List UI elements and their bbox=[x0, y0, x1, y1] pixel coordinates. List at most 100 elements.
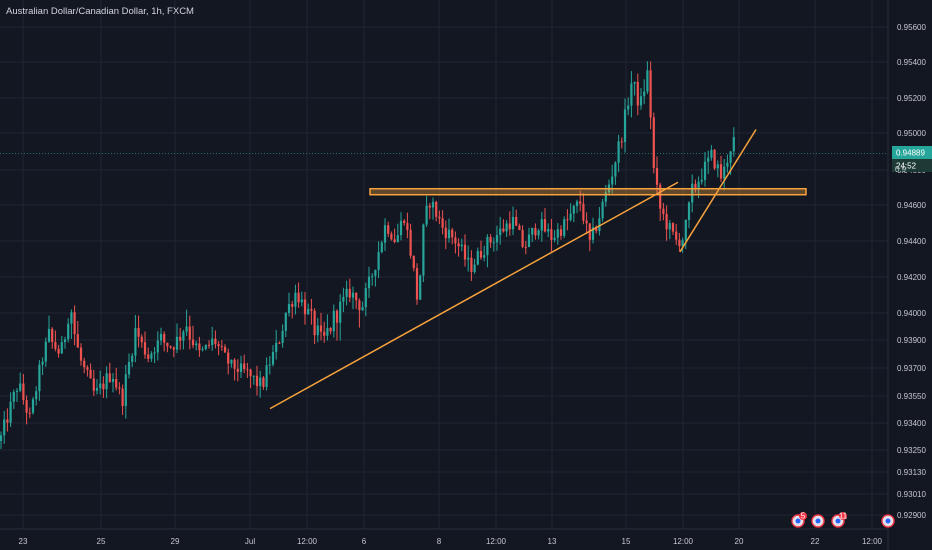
event-badge-3[interactable]: 11 bbox=[831, 512, 848, 528]
candle-body bbox=[79, 347, 83, 361]
candle-body bbox=[412, 255, 415, 269]
event-badges[interactable]: 5 11 bbox=[791, 512, 895, 528]
price-tick-label: 0.95600 bbox=[897, 23, 926, 32]
candle-body bbox=[159, 333, 163, 341]
candle-body bbox=[252, 375, 255, 377]
candle-body bbox=[633, 81, 636, 84]
event-badge-1[interactable]: 5 bbox=[791, 512, 807, 528]
candle-body bbox=[179, 336, 182, 341]
candle-body bbox=[214, 338, 217, 345]
countdown-label: 24:52 bbox=[896, 162, 917, 171]
candle-body bbox=[54, 341, 57, 349]
candle-body bbox=[19, 383, 22, 391]
candle-body bbox=[332, 310, 335, 332]
candle-body bbox=[166, 342, 169, 347]
candle-body bbox=[662, 208, 665, 215]
candle-body bbox=[575, 201, 579, 206]
candle-body bbox=[508, 223, 511, 230]
candle-body bbox=[246, 369, 249, 371]
candle-body bbox=[473, 264, 476, 273]
candle-body bbox=[31, 399, 35, 413]
candle-body bbox=[515, 216, 518, 226]
candle-body bbox=[550, 228, 553, 240]
time-tick-label: 6 bbox=[362, 537, 367, 546]
candle-body bbox=[665, 214, 668, 230]
time-tick-label: 29 bbox=[171, 537, 180, 546]
candle-body bbox=[537, 230, 540, 236]
candle-body bbox=[668, 223, 671, 230]
candle-body bbox=[524, 246, 527, 248]
candle-body bbox=[649, 70, 652, 118]
candle-body bbox=[131, 355, 134, 362]
candle-body bbox=[703, 161, 707, 180]
price-tick-label: 0.94400 bbox=[897, 237, 926, 246]
event-badge-4[interactable] bbox=[881, 514, 895, 528]
candle-body bbox=[303, 299, 307, 315]
candle-body bbox=[281, 330, 284, 343]
candle-body bbox=[92, 378, 95, 391]
candle-body bbox=[534, 227, 537, 236]
time-tick-label: 15 bbox=[622, 537, 631, 546]
candle-body bbox=[729, 151, 732, 163]
candle-body bbox=[111, 379, 115, 382]
candle-body bbox=[403, 220, 406, 224]
candle-body bbox=[371, 275, 374, 277]
candle-body bbox=[518, 225, 521, 231]
candle-body bbox=[732, 137, 735, 152]
candle-body bbox=[348, 288, 351, 298]
trendline-rising-support[interactable] bbox=[269, 181, 679, 410]
candle-body bbox=[44, 341, 47, 362]
candle-body bbox=[35, 391, 38, 400]
candle-body bbox=[636, 81, 639, 106]
time-tick-label: 25 bbox=[97, 537, 106, 546]
time-tick-label: 12:00 bbox=[486, 537, 507, 546]
candle-body bbox=[479, 251, 483, 258]
candle-body bbox=[659, 184, 662, 209]
candle-body bbox=[153, 352, 156, 354]
event-badge-2[interactable] bbox=[811, 514, 825, 528]
event-flag-center bbox=[885, 518, 891, 524]
candle-body bbox=[409, 229, 412, 256]
candle-body bbox=[137, 327, 140, 337]
candle-body bbox=[268, 364, 271, 366]
candle-body bbox=[697, 181, 700, 188]
candle-body bbox=[399, 220, 403, 236]
candle-body bbox=[582, 203, 585, 221]
candle-body bbox=[99, 383, 102, 389]
candle-body bbox=[387, 225, 390, 234]
trendline-short-support[interactable] bbox=[679, 129, 757, 253]
candle-body bbox=[230, 359, 233, 364]
candle-body bbox=[249, 369, 252, 377]
candle-body bbox=[611, 176, 614, 185]
time-axis[interactable]: 23 25 29 Jul 12:00 6 8 12:00 13 15 12:00 20 22 12:00 bbox=[19, 537, 883, 546]
candle-body bbox=[300, 299, 303, 303]
candle-body bbox=[457, 243, 460, 247]
candle-body bbox=[57, 348, 60, 354]
current-price-marker: 0.94889 24:52 0.9 bbox=[892, 146, 932, 174]
candle-body bbox=[566, 219, 569, 221]
candle-body bbox=[643, 91, 646, 97]
candle-body bbox=[108, 373, 111, 382]
candle-body bbox=[495, 235, 499, 243]
zone-resistance-zone[interactable] bbox=[369, 187, 807, 196]
candle-body bbox=[652, 117, 655, 169]
current-price-label-bg bbox=[892, 146, 932, 159]
candle-body bbox=[307, 308, 310, 315]
candle-body bbox=[441, 218, 444, 228]
candle-body bbox=[601, 201, 604, 219]
candle-body bbox=[60, 342, 63, 354]
candle-body bbox=[12, 391, 15, 402]
candle-body bbox=[687, 202, 691, 220]
candle-body bbox=[121, 388, 124, 407]
price-tick-label: 0.93550 bbox=[897, 392, 926, 401]
candle-body bbox=[598, 218, 601, 232]
price-axis[interactable]: 0.956000.954000.952000.950000.948000.946… bbox=[897, 23, 926, 520]
candle-body bbox=[451, 229, 454, 238]
candle-body bbox=[3, 419, 6, 436]
candle-body bbox=[115, 379, 118, 388]
current-price-label: 0.94889 bbox=[896, 149, 925, 158]
candle-body bbox=[220, 346, 223, 348]
candle-body bbox=[163, 333, 166, 343]
